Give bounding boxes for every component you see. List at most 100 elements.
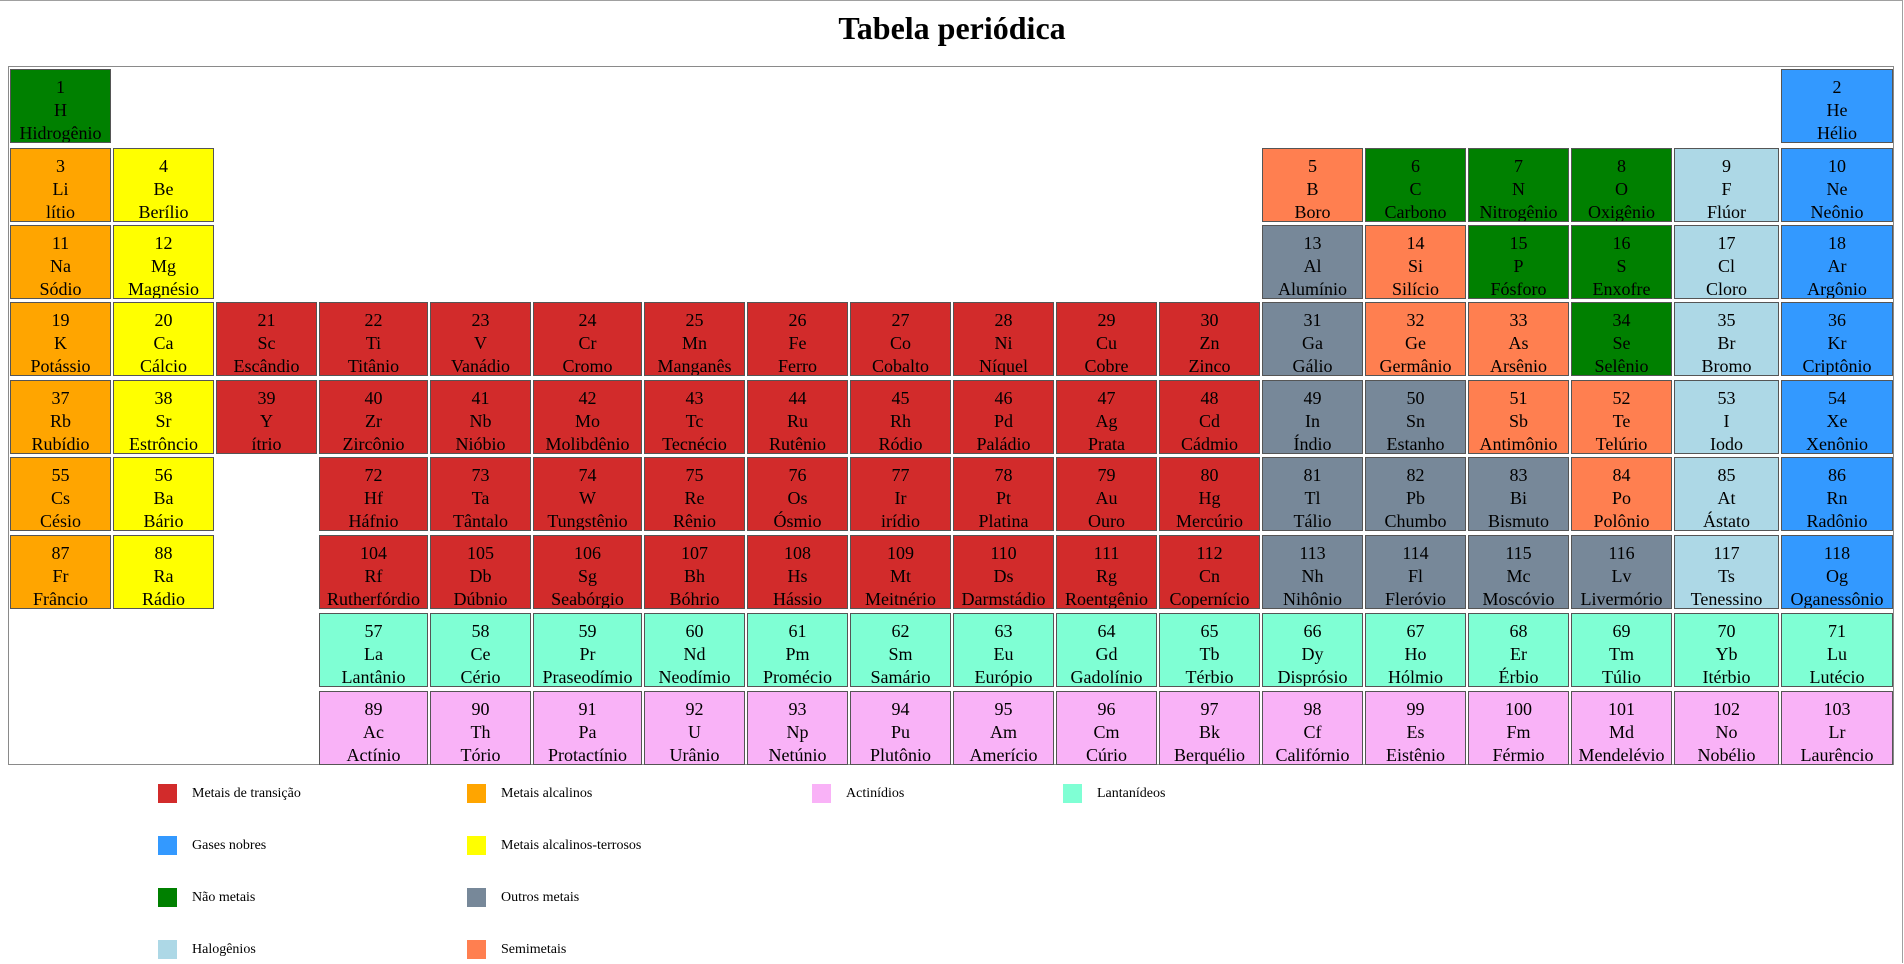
element-number: 51 [1509, 388, 1528, 408]
element-name: Darmstádio [961, 589, 1046, 609]
element-name: Frâncio [33, 589, 88, 609]
element-number: 70 [1717, 621, 1736, 641]
element-symbol: Cn [1198, 566, 1220, 586]
element-name: Bromo [1701, 356, 1752, 376]
element-symbol: Md [1608, 722, 1634, 742]
element-cell-v: 23 V Vanádio [430, 302, 531, 376]
element-cell-yb: 70 Yb Itérbio [1674, 613, 1779, 687]
element-number: 94 [891, 699, 910, 719]
element-symbol: Am [990, 722, 1017, 742]
element-symbol: La [364, 644, 383, 664]
element-name: Polônio [1593, 511, 1650, 531]
element-name: Criptônio [1802, 356, 1872, 376]
element-symbol: Ti [365, 333, 382, 353]
element-cell-nh: 113 Nh Nihônio [1262, 535, 1363, 609]
element-cell-te: 52 Te Telúrio [1571, 380, 1672, 454]
element-cell-al: 13 Al Alumínio [1262, 225, 1363, 299]
element-name: Potássio [30, 356, 91, 376]
element-number: 115 [1505, 543, 1532, 563]
element-cell-lu: 71 Lu Lutécio [1781, 613, 1893, 687]
element-symbol: Tl [1304, 488, 1321, 508]
element-symbol: Te [1612, 411, 1631, 431]
element-number: 24 [578, 310, 597, 330]
element-name: Gálio [1292, 356, 1333, 376]
element-cell-ni: 28 Ni Níquel [953, 302, 1054, 376]
element-cell-cn: 112 Cn Copernício [1159, 535, 1260, 609]
element-symbol: Al [1303, 256, 1322, 276]
element-name: Titânio [347, 356, 400, 376]
element-cell-tb: 65 Tb Térbio [1159, 613, 1260, 687]
element-symbol: Es [1406, 722, 1425, 742]
element-cell-sr: 38 Sr Estrôncio [113, 380, 214, 454]
element-symbol: Sg [577, 566, 597, 586]
element-symbol: Rh [889, 411, 911, 431]
element-symbol: Ho [1404, 644, 1427, 664]
element-symbol: Sn [1405, 411, 1425, 431]
element-cell-xe: 54 Xe Xenônio [1781, 380, 1893, 454]
element-cell-si: 14 Si Silício [1365, 225, 1466, 299]
element-name: Níquel [979, 356, 1028, 376]
element-symbol: C [1409, 179, 1422, 199]
element-name: Samário [870, 667, 931, 687]
element-cell-sg: 106 Sg Seabórgio [533, 535, 642, 609]
element-name: Copernício [1169, 589, 1250, 609]
element-number: 61 [788, 621, 807, 641]
element-number: 31 [1303, 310, 1322, 330]
element-number: 41 [471, 388, 490, 408]
element-name: Térbio [1185, 667, 1234, 687]
element-cell-h: 1 H Hidrogênio [10, 69, 111, 143]
element-symbol: Cs [50, 488, 70, 508]
element-symbol: Cf [1303, 722, 1322, 742]
element-symbol: I [1723, 411, 1730, 431]
element-name: Itérbio [1702, 667, 1751, 687]
element-name: Livermório [1580, 589, 1663, 609]
element-cell-np: 93 Np Netúnio [747, 691, 848, 765]
element-number: 88 [154, 543, 173, 563]
element-symbol: Ni [994, 333, 1013, 353]
element-symbol: Hg [1198, 488, 1221, 508]
element-number: 50 [1406, 388, 1425, 408]
element-symbol: Zr [365, 411, 382, 431]
legend-swatch [158, 888, 177, 907]
element-symbol: Fr [52, 566, 69, 586]
element-name: Plutônio [869, 745, 931, 765]
element-name: lítio [45, 202, 75, 222]
element-name: Índio [1293, 434, 1332, 454]
element-cell-ts: 117 Ts Tenessino [1674, 535, 1779, 609]
element-symbol: B [1306, 179, 1319, 199]
element-cell-pd: 46 Pd Paládio [953, 380, 1054, 454]
element-name: Lutécio [1809, 667, 1865, 687]
element-name: Tenessino [1690, 589, 1763, 609]
element-symbol: Ac [363, 722, 384, 742]
element-name: Bário [143, 511, 184, 531]
element-name: Hidrogênio [19, 123, 102, 143]
element-number: 105 [467, 543, 494, 563]
element-symbol: Si [1407, 256, 1423, 276]
element-name: Manganês [657, 356, 732, 376]
element-symbol: Zn [1199, 333, 1220, 353]
element-number: 91 [578, 699, 597, 719]
element-cell-hs: 108 Hs Hássio [747, 535, 848, 609]
element-number: 116 [1608, 543, 1635, 563]
element-number: 49 [1303, 388, 1322, 408]
element-symbol: Re [684, 488, 705, 508]
element-number: 7 [1514, 156, 1523, 176]
element-cell-cl: 17 Cl Cloro [1674, 225, 1779, 299]
element-name: Praseodímio [542, 667, 633, 687]
element-symbol: Bh [683, 566, 705, 586]
element-number: 10 [1828, 156, 1846, 176]
element-cell-fm: 100 Fm Férmio [1468, 691, 1569, 765]
element-symbol: Dy [1301, 644, 1324, 664]
element-cell-be: 4 Be Berílio [113, 148, 214, 222]
element-number: 8 [1617, 156, 1626, 176]
element-cell-db: 105 Db Dúbnio [430, 535, 531, 609]
element-symbol: Ga [1302, 333, 1323, 353]
element-cell-th: 90 Th Tório [430, 691, 531, 765]
element-number: 43 [685, 388, 704, 408]
element-symbol: Bk [1198, 722, 1220, 742]
element-name: Silício [1391, 279, 1439, 299]
element-number: 66 [1303, 621, 1322, 641]
element-cell-lr: 103 Lr Laurêncio [1781, 691, 1893, 765]
element-cell-mo: 42 Mo Molibdênio [533, 380, 642, 454]
